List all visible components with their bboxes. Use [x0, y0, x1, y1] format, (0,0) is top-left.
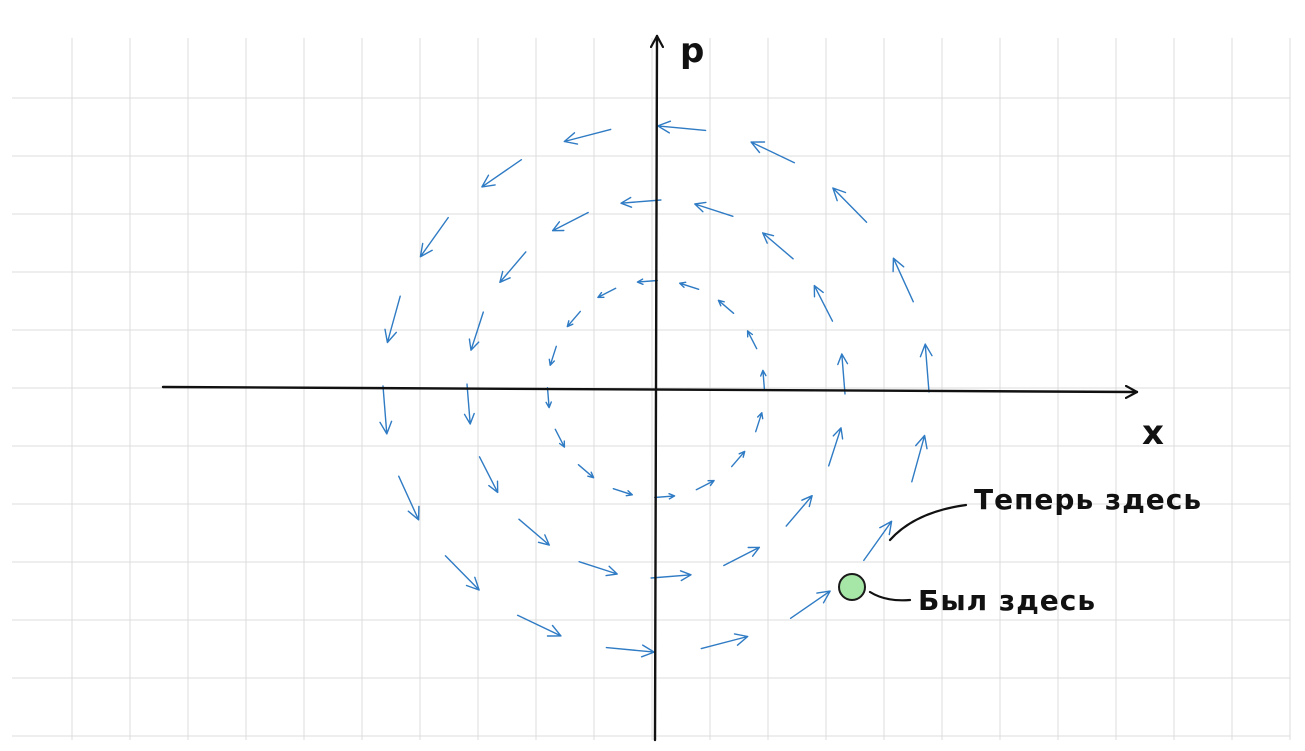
vector-arrow: [828, 427, 844, 467]
vector-arrow: [723, 546, 761, 567]
vector-arrow: [654, 493, 676, 500]
vector-arrow: [612, 488, 633, 497]
vector-arrow: [785, 495, 813, 527]
vector-arrow: [717, 299, 735, 314]
vector-arrow: [597, 287, 617, 299]
vector-arrow: [832, 187, 868, 223]
vector-arrow: [760, 369, 767, 391]
vector-arrow: [563, 128, 612, 145]
vector-arrow: [695, 479, 715, 491]
vector-arrow: [499, 251, 527, 283]
vector-arrow: [551, 211, 589, 232]
x-axis-label: x: [1142, 413, 1164, 453]
vector-arrow: [700, 633, 749, 650]
vector-arrow: [694, 201, 734, 217]
vector-arrow: [679, 281, 700, 290]
vector-arrow: [762, 232, 794, 260]
vector-arrow: [398, 475, 420, 521]
vector-ring-outer: [379, 120, 933, 658]
vector-arrow: [657, 120, 707, 134]
vector-arrow: [789, 590, 831, 619]
vector-arrow: [545, 387, 552, 409]
vector-field: [379, 120, 933, 658]
vector-arrow: [518, 518, 550, 546]
vector-arrow: [837, 353, 849, 395]
vector-arrow: [419, 216, 449, 258]
vector-ring-middle: [463, 196, 849, 582]
was-here-label: Был здесь: [918, 584, 1096, 617]
vector-ring-inner: [545, 278, 767, 500]
vector-arrow: [478, 456, 499, 494]
vector-arrow: [911, 434, 928, 483]
vector-arrow: [731, 450, 746, 468]
vector-arrow: [384, 295, 401, 344]
vector-arrow: [463, 383, 475, 425]
vector-arrow: [516, 614, 562, 637]
now-here-leader: [888, 503, 968, 542]
vector-arrow: [636, 278, 658, 285]
vector-arrow: [919, 343, 933, 393]
was-here-leader: [868, 590, 912, 602]
previous-state-point: [838, 573, 866, 601]
vector-arrow: [746, 330, 758, 350]
x-axis: [161, 387, 1139, 392]
vector-arrow: [578, 561, 618, 577]
vector-arrow: [554, 428, 566, 448]
vector-arrow: [650, 570, 692, 582]
vector-arrow: [379, 385, 393, 435]
vector-arrow: [577, 464, 595, 479]
vector-arrow: [620, 196, 662, 208]
now-here-label: Теперь здесь: [974, 483, 1202, 516]
vector-arrow: [892, 257, 914, 303]
p-axis-label: p: [680, 31, 704, 71]
vector-arrow: [566, 310, 581, 328]
vector-arrow: [863, 520, 893, 562]
vector-arrow: [605, 644, 655, 658]
vector-arrow: [755, 412, 764, 433]
vector-arrow: [548, 345, 557, 366]
p-axis: [655, 34, 657, 742]
vector-arrow: [813, 284, 834, 322]
vector-arrow: [750, 141, 796, 164]
vector-arrow: [481, 159, 523, 188]
vector-arrow: [468, 311, 484, 351]
vector-arrow: [444, 555, 480, 591]
